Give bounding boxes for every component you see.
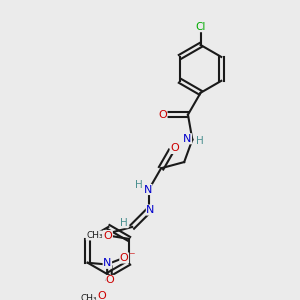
Text: O: O xyxy=(158,110,167,120)
Text: ⁻: ⁻ xyxy=(128,250,134,264)
Text: H: H xyxy=(196,136,204,146)
Text: N: N xyxy=(144,184,152,194)
Text: N: N xyxy=(103,258,112,268)
Text: O: O xyxy=(103,230,112,241)
Text: H: H xyxy=(135,180,143,190)
Text: N: N xyxy=(183,134,191,144)
Text: O: O xyxy=(106,275,115,286)
Text: O: O xyxy=(170,143,179,154)
Text: O: O xyxy=(120,253,129,263)
Text: CH₃: CH₃ xyxy=(81,294,98,300)
Text: CH₃: CH₃ xyxy=(86,231,103,240)
Text: H: H xyxy=(121,218,128,228)
Text: Cl: Cl xyxy=(195,22,206,32)
Text: O: O xyxy=(98,291,106,300)
Text: N: N xyxy=(146,205,155,215)
